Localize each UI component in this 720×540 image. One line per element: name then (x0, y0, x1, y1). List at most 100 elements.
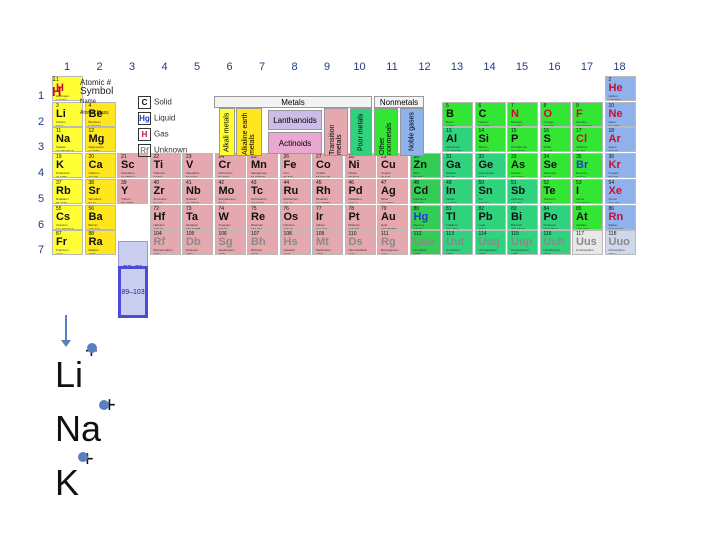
element-name: Iron (283, 171, 289, 176)
atomic-number: 107 (251, 231, 260, 238)
group-number: 13 (450, 61, 464, 73)
ion-sodium: Na+ (55, 392, 116, 449)
element-symbol: S (543, 133, 551, 146)
element-symbol: Br (576, 159, 589, 172)
element-cell: 14 Si Silicon 28.0855 (474, 127, 506, 153)
category-poor-metals: Poor metals (350, 108, 372, 156)
atomic-number: 49 (446, 179, 452, 186)
atomic-mass: 63.546 (381, 175, 391, 179)
element-cell: 74 W Tungsten 183.84 (214, 204, 246, 230)
group-number: 2 (96, 61, 103, 73)
element-name: Nitrogen (511, 119, 523, 124)
element-cell: 5 B Boron 10.811 (442, 101, 473, 127)
atomic-number: 30 (413, 154, 420, 161)
element-symbol: Uub (413, 236, 435, 249)
atomic-mass: (277) (283, 252, 291, 256)
atomic-number: 113 (446, 231, 454, 238)
element-name: Hafnium (153, 222, 165, 227)
atomic-number: 18 (608, 128, 615, 135)
atomic-number: 40 (153, 179, 160, 186)
atomic-mass: (262) (186, 252, 194, 256)
element-cell: 28 Ni Nickel 58.6934 (344, 153, 376, 179)
element-name: Indium (446, 196, 456, 201)
element-symbol: Y (121, 184, 129, 197)
element-name: Ununseptium (576, 248, 594, 253)
element-symbol: Co (316, 159, 331, 172)
atomic-number: 48 (413, 179, 420, 186)
category-alkali-metals: Alkali metals (219, 108, 235, 156)
element-cell: 35 Br Bromine 79.904 (572, 153, 603, 179)
atomic-mass: 121.760 (511, 200, 522, 204)
element-cell: 30 Zn Zinc 65.409 (409, 153, 441, 179)
element-name: Osmium (283, 222, 295, 227)
atomic-mass: 65.409 (413, 175, 423, 179)
element-symbol: Sb (511, 184, 526, 197)
atomic-mass: (288) (511, 252, 519, 256)
element-cell: 51 Sb Antimony 121.760 (507, 178, 538, 204)
element-symbol: Pb (478, 210, 493, 223)
atomic-mass: 79.904 (576, 175, 586, 179)
atomic-number: 17 (576, 128, 582, 135)
atomic-number: 8 (543, 102, 547, 109)
element-symbol: Po (543, 210, 558, 223)
element-name: Helium (608, 94, 618, 98)
element-cell: 22 Ti Titanium 47.867 (149, 153, 181, 179)
element-symbol: Ra (88, 236, 103, 249)
element-name: Phosphorus (511, 145, 528, 150)
group-number: 15 (515, 61, 529, 73)
atomic-number: 105 (186, 231, 195, 238)
atomic-mass: 95.94 (218, 200, 227, 204)
atomic-number: 106 (218, 231, 227, 238)
atomic-number: 31 (446, 154, 452, 161)
element-name: Hydrogen (56, 94, 70, 98)
element-name: Darmstadtium (348, 248, 368, 253)
key-labels: Atomic # Symbol Name Atomic Mass (80, 78, 114, 116)
element-name: Radium (88, 248, 99, 253)
category-actinoids: Actinoids (268, 132, 322, 154)
atomic-mass: 15.9994 (543, 123, 555, 127)
element-name: Astatine (576, 222, 587, 227)
atomic-mass: 192.217 (316, 226, 327, 230)
atomic-mass: 14.0067 (511, 123, 522, 127)
element-cell: 107 Bh Bohrium (264) (247, 230, 278, 256)
element-name: Beryllium (88, 119, 101, 124)
element-name: Silver (381, 196, 389, 201)
element-symbol: Au (381, 210, 396, 223)
atomic-mass: (272) (381, 252, 389, 256)
element-name: Rubidium (56, 196, 69, 201)
atomic-number: 73 (186, 205, 192, 212)
element-symbol: Sc (121, 159, 135, 172)
atomic-mass: (97.9072) (251, 200, 264, 204)
atomic-number: 81 (446, 205, 452, 212)
atomic-number: 21 (121, 154, 127, 161)
element-cell: 112 Uub Ununbium (285) (409, 230, 441, 256)
element-symbol: Sr (88, 184, 101, 197)
atomic-mass: 83.798 (608, 175, 618, 179)
atomic-number: 29 (381, 154, 387, 161)
element-name: Technetium (251, 196, 267, 201)
key-atomic-number: 1 (52, 76, 56, 83)
element-name: Seaborgium (218, 248, 235, 253)
atomic-mass: 208.98040 (511, 226, 526, 230)
atomic-number: 22 (153, 154, 160, 161)
element-cell: 13 Al Aluminium 26.9815386 (442, 127, 473, 153)
element-cell: 78 Pt Platinum 195.084 (344, 204, 376, 230)
element-name: Ununoctium (608, 248, 625, 253)
atomic-number: 37 (56, 179, 62, 186)
atomic-number: 116 (543, 231, 552, 238)
element-name: Sulfur (543, 145, 552, 150)
period-number: 7 (38, 244, 45, 257)
element-name: Antimony (511, 196, 524, 201)
element-symbol: Ds (348, 236, 363, 249)
element-cell: 113 Uut Ununtrium (284) (442, 230, 473, 256)
element-symbol: Al (446, 133, 457, 146)
element-name: Sodium (56, 145, 67, 150)
atomic-number: 24 (218, 154, 225, 161)
atomic-number: 109 (316, 231, 325, 238)
atomic-mass: 196.966569 (381, 226, 397, 230)
atomic-number: 10 (608, 102, 615, 109)
atomic-mass: 132.9054519 (56, 226, 74, 230)
atomic-mass: (209.9871) (576, 226, 591, 230)
element-symbol: Rf (153, 236, 166, 249)
atomic-mass: 40.078 (88, 175, 98, 179)
